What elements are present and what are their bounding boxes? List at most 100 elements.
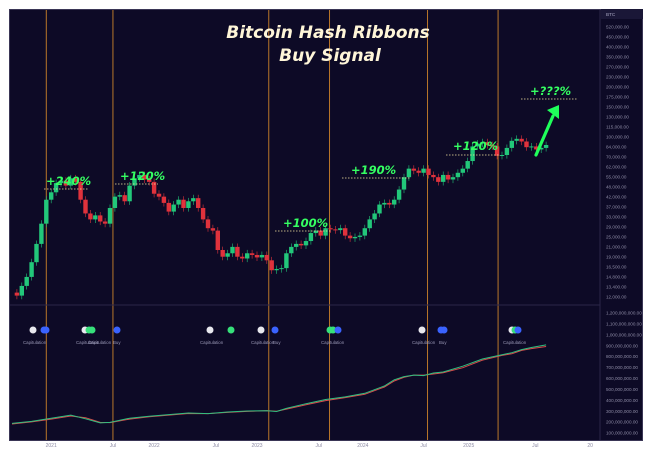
candle <box>166 202 171 212</box>
candle <box>387 202 392 205</box>
hashrate-tick-label: 300,000,000.00 <box>606 409 638 414</box>
price-tick-label: 150,000.00 <box>606 105 629 110</box>
candle <box>176 199 181 205</box>
candle <box>191 198 196 202</box>
price-tick-label: 350,000.00 <box>606 55 629 60</box>
candle <box>137 174 142 179</box>
pct-labels: +240% +120% +100% +190% +120% +???% <box>44 84 577 232</box>
white-signal-dot <box>206 326 214 334</box>
gain-label: +???% <box>530 84 571 98</box>
price-tick-label: 16,500.00 <box>606 265 627 270</box>
price-tick-label: 21,000.00 <box>606 245 627 250</box>
price-tick-label: 100,000.00 <box>606 135 629 140</box>
candle <box>303 241 309 246</box>
price-tick-label: 70,000.00 <box>606 155 627 160</box>
price-candles <box>14 135 549 300</box>
candle <box>186 201 191 208</box>
signal-dot-label: Buy <box>113 340 121 345</box>
date-tick-label: 2021 <box>46 443 57 449</box>
signal-dot-label: Capitulation <box>76 340 100 345</box>
hashrate-tick-label: 400,000,000.00 <box>606 398 638 403</box>
candle <box>539 147 544 150</box>
signal-dot-label: Capitulation <box>88 340 112 345</box>
candle <box>475 143 480 147</box>
candle <box>24 276 29 286</box>
candle <box>44 199 49 224</box>
candle <box>29 262 34 277</box>
price-tick-label: 42,000.00 <box>606 195 627 200</box>
candle <box>485 142 490 145</box>
date-tick-label: 20 <box>587 443 593 449</box>
candle <box>279 268 284 270</box>
price-tick-label: 14,800.00 <box>606 275 627 280</box>
candle <box>259 254 265 258</box>
price-tick-label: 55,000.00 <box>606 175 627 180</box>
candle <box>58 180 64 184</box>
candle <box>34 243 39 263</box>
candle <box>455 172 461 178</box>
gain-label: +190% <box>351 163 396 177</box>
date-tick-label: Jul <box>110 443 116 449</box>
candle <box>543 144 549 148</box>
candle <box>88 213 93 220</box>
candle <box>156 193 162 197</box>
candle <box>294 243 299 247</box>
candle <box>53 183 59 193</box>
hashrate-tick-label: 1,200,000,000.00 <box>606 311 642 316</box>
candle <box>445 174 451 180</box>
price-tick-label: 200,000.00 <box>606 85 629 90</box>
hashrate-tick-label: 900,000,000.00 <box>606 343 638 348</box>
candle <box>240 256 245 259</box>
candle <box>416 170 421 173</box>
price-tick-label: 29,000.00 <box>606 225 627 230</box>
price-tick-label: 48,000.00 <box>606 185 627 190</box>
gain-label: +120% <box>120 169 165 183</box>
candle <box>98 215 103 222</box>
price-tick-label: 13,400.00 <box>606 285 627 290</box>
candle <box>151 181 157 194</box>
candle <box>318 230 323 236</box>
signal-dot-label: Capitulation <box>321 340 345 345</box>
price-tick-label: 270,000.00 <box>606 65 629 70</box>
candle <box>63 180 69 186</box>
date-tick-label: 2024 <box>357 443 368 449</box>
blue-signal-dot <box>514 326 522 334</box>
candle <box>210 228 216 231</box>
candle <box>377 204 382 214</box>
candle <box>142 174 147 180</box>
candle <box>68 178 73 186</box>
price-axis: 616,000.00520,000.00450,000.00400,000.00… <box>606 15 629 300</box>
price-tick-label: 450,000.00 <box>606 35 629 40</box>
candle <box>372 213 377 220</box>
candle <box>289 246 294 254</box>
candle <box>200 207 206 220</box>
candle <box>460 168 465 173</box>
price-tick-label: 37,000.00 <box>606 205 627 210</box>
candle <box>441 174 446 182</box>
candle <box>490 144 495 147</box>
hashrate-tick-label: 1,100,000,000.00 <box>606 322 642 327</box>
candle <box>205 219 211 229</box>
candle <box>181 199 186 208</box>
candle <box>431 174 436 178</box>
blue-signal-dot <box>42 326 50 334</box>
signal-dot-label: Capitulation <box>200 340 224 345</box>
svg-text:BTC: BTC <box>606 12 616 17</box>
price-tick-label: 520,000.00 <box>606 25 629 30</box>
candle <box>274 268 279 271</box>
candle <box>338 228 343 231</box>
candle <box>406 168 412 178</box>
signal-dot-label: Capitulation <box>23 340 47 345</box>
price-tick-label: 400,000.00 <box>606 45 629 50</box>
price-tick-label: 25,000.00 <box>606 235 627 240</box>
candle <box>514 138 519 141</box>
candle <box>112 196 118 208</box>
candle <box>480 142 485 144</box>
candle <box>19 285 24 296</box>
date-tick-label: 2023 <box>251 443 262 449</box>
hashrate-tick-label: 200,000,000.00 <box>606 420 638 425</box>
chart-title-line1: Bitcoin Hash Ribbons <box>226 23 430 43</box>
future-arrow <box>534 105 559 157</box>
blue-signal-dot <box>334 326 342 334</box>
